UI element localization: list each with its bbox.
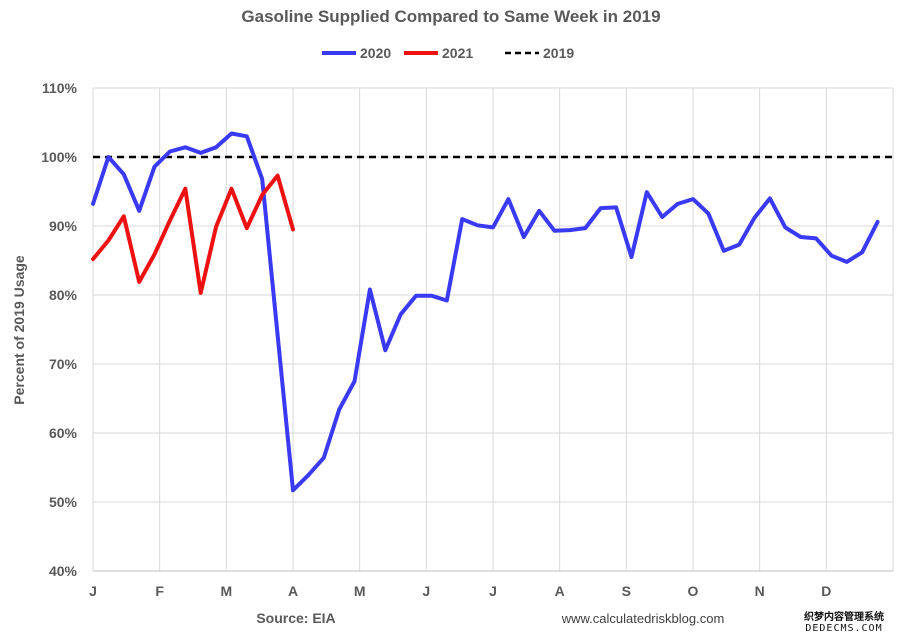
series-lines — [91, 131, 893, 493]
legend-label-2019: 2019 — [543, 45, 574, 61]
x-tick-label: A — [288, 583, 298, 599]
legend: 2020 2021 2019 — [322, 45, 574, 61]
x-tick-label: N — [755, 583, 765, 599]
watermark-line1: 织梦内容管理系统 — [804, 612, 884, 623]
y-tick-label: 40% — [49, 563, 78, 579]
y-tick-label: 60% — [49, 425, 78, 441]
x-tick-label: J — [422, 583, 430, 599]
x-tick-label: M — [220, 583, 232, 599]
legend-label-2021: 2021 — [442, 45, 473, 61]
y-axis-ticks: 40% 50% 60% 70% 80% 90% 100% 110% — [41, 80, 77, 579]
y-axis-title: Percent of 2019 Usage — [11, 255, 27, 405]
gridlines — [92, 87, 894, 572]
chart-title: Gasoline Supplied Compared to Same Week … — [241, 7, 660, 26]
x-tick-label: M — [354, 583, 366, 599]
watermark-logo: 织梦内容管理系统 DEDECMS.COM — [794, 612, 894, 634]
y-tick-label: 70% — [49, 356, 78, 372]
x-tick-label: J — [489, 583, 497, 599]
x-tick-label: F — [155, 583, 164, 599]
x-tick-label: D — [821, 583, 831, 599]
y-tick-label: 90% — [49, 218, 78, 234]
series-line-2020 — [91, 131, 880, 493]
x-tick-label: S — [622, 583, 631, 599]
x-tick-label: A — [555, 583, 565, 599]
y-tick-label: 100% — [41, 149, 77, 165]
watermark-line2: DEDECMS.COM — [805, 623, 883, 634]
legend-label-2020: 2020 — [360, 45, 391, 61]
credit-url: www.calculatedriskblog.com — [561, 611, 725, 626]
y-tick-label: 80% — [49, 287, 78, 303]
x-tick-label: O — [688, 583, 699, 599]
series-line-2021 — [91, 173, 295, 295]
y-tick-label: 110% — [42, 80, 78, 96]
y-tick-label: 50% — [49, 494, 78, 510]
x-tick-label: J — [89, 583, 97, 599]
source-note: Source: EIA — [256, 610, 335, 626]
